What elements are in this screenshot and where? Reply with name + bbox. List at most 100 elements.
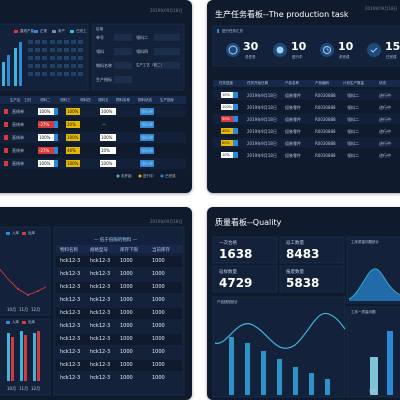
- table-cell: 1000: [120, 284, 133, 290]
- col-header: 任务进度: [219, 81, 233, 85]
- row-name: 直线单: [12, 135, 24, 140]
- table-cell: 1000: [120, 297, 133, 303]
- col-header: 规格型号: [90, 248, 108, 253]
- row-progress: 100%: [222, 105, 233, 109]
- table-cell: hck12-3: [90, 284, 111, 290]
- row-note: 领料单: [141, 122, 153, 127]
- card1-table-rows: [0, 106, 186, 169]
- progress-icon: [273, 43, 287, 57]
- row-pct: 100%: [39, 161, 51, 166]
- inbound-line: [0, 268, 47, 296]
- chart-bottom-label: 产品缺陷统计: [217, 300, 238, 304]
- row-qty: 领料二: [347, 141, 359, 146]
- table-cell: 1000: [152, 349, 165, 355]
- row-note: 领料单: [141, 109, 153, 114]
- section-label: 进行任务汇总: [222, 29, 243, 33]
- row-name: 直线单: [12, 122, 24, 127]
- production-task-board: 生产任务看板--The production task 2019年09月18日 …: [207, 0, 400, 193]
- card2-stat-icons: [226, 43, 381, 57]
- row-qty: 领料二: [347, 153, 359, 158]
- col-header: 当前库存: [152, 248, 170, 253]
- row-progress: 40%: [222, 129, 230, 133]
- kpi-label: 一次合格: [219, 241, 237, 246]
- row-note: 领料单: [141, 161, 153, 166]
- x-axis-label: 日期: [369, 389, 376, 393]
- table-cell: hck12-3: [60, 297, 81, 303]
- legend-item: 出库: [28, 231, 35, 235]
- row-pct3: —: [102, 122, 106, 127]
- chart-right-label2: 工序一质量问题: [351, 310, 376, 314]
- info-label: 生产工艺（前二）: [136, 63, 164, 67]
- quality-bars: [229, 337, 330, 395]
- col-header: 产品编码: [315, 81, 329, 85]
- row-pct3: 10%: [101, 148, 110, 153]
- legend-item: 未产: [58, 29, 65, 33]
- row-code: R0030888: [315, 105, 336, 110]
- quality-wave-line: [214, 312, 346, 349]
- row-pct3: 100%: [101, 109, 113, 114]
- card3-date: 2019年09月18日: [150, 219, 183, 224]
- pie-chart-icon: [226, 43, 240, 57]
- table-cell: 1000: [152, 336, 165, 342]
- row-name: 组装零件: [285, 93, 301, 98]
- row-date: 2019年9月18日: [247, 105, 277, 110]
- table-cell: hck12-3: [90, 362, 111, 368]
- legend-item: 直线产量: [20, 29, 34, 33]
- row-status: 进行中: [379, 117, 391, 122]
- table-cell: 1000: [152, 271, 165, 277]
- row-note: 领料单: [141, 148, 153, 153]
- table-cell: 1000: [152, 258, 165, 264]
- row-pct: -27%: [39, 148, 50, 153]
- x-label: 11月: [19, 386, 29, 391]
- check-icon: [367, 43, 381, 57]
- clock-icon: [320, 43, 334, 57]
- x-label: 12月: [31, 307, 41, 312]
- table-cell: 1000: [120, 375, 133, 381]
- row-qty: 领料二: [347, 105, 359, 110]
- card3-graphics: [0, 226, 185, 396]
- col-header: 生产区: [10, 98, 21, 102]
- table-cell: hck12-3: [60, 271, 81, 277]
- info-label: 单号: [96, 35, 104, 40]
- table-cell: hck12-3: [90, 297, 111, 303]
- card1-bar-chart: [2, 42, 22, 86]
- stat-value: 10: [291, 40, 307, 53]
- table-cell: 1000: [120, 349, 133, 355]
- row-pct: 100%: [39, 135, 51, 140]
- row-code: R0030888: [315, 129, 336, 134]
- col-header: 领料四: [80, 98, 91, 102]
- table-cell: 1000: [120, 310, 133, 316]
- legend-bottom-item: 进行中: [143, 174, 154, 178]
- legend-item: 入库: [12, 320, 19, 324]
- row-code: R0030888: [315, 117, 336, 122]
- table-cell: hck12-3: [90, 258, 111, 264]
- row-code: R0030888: [315, 141, 336, 146]
- row-pct: -27%: [39, 122, 50, 127]
- row-qty: 领料二: [347, 117, 359, 122]
- table-cell: hck12-3: [60, 362, 81, 368]
- legend-bottom-item: 已完成: [165, 174, 176, 178]
- info-status-label: 区域: [96, 27, 103, 31]
- legend-item: 已完工: [76, 29, 87, 33]
- card4-title: 质量看板--Quality: [215, 218, 282, 227]
- row-pct2: 100%: [67, 135, 79, 140]
- row-status: 进行中: [379, 153, 391, 158]
- row-date: 2019年9月18日: [247, 141, 277, 146]
- row-progress: 10%: [222, 153, 230, 157]
- row-pct2: 20%: [67, 122, 76, 127]
- row-date: 2019年9月18日: [247, 129, 277, 134]
- table-cell: hck12-3: [60, 349, 81, 355]
- row-qty: 领料二: [347, 93, 359, 98]
- row-status: 进行中: [379, 93, 391, 98]
- info-label: 生产指标: [96, 77, 112, 82]
- card2-title: 生产任务看板--The production task: [215, 10, 349, 19]
- table-cell: 1000: [120, 258, 133, 264]
- card1-date: 2019年09月18日: [150, 8, 183, 13]
- row-date: 2019年9月18日: [247, 153, 277, 158]
- quality-board: 质量看板--Quality 一次合格 1638 返工数量 8483 返样数量 4…: [207, 207, 400, 400]
- row-date: 2019年9月18日: [247, 117, 277, 122]
- row-qty: 领料二: [347, 129, 359, 134]
- row-status: 进行中: [379, 141, 391, 146]
- row-pct3: 100%: [101, 135, 113, 140]
- info-label: 领料: [96, 49, 104, 54]
